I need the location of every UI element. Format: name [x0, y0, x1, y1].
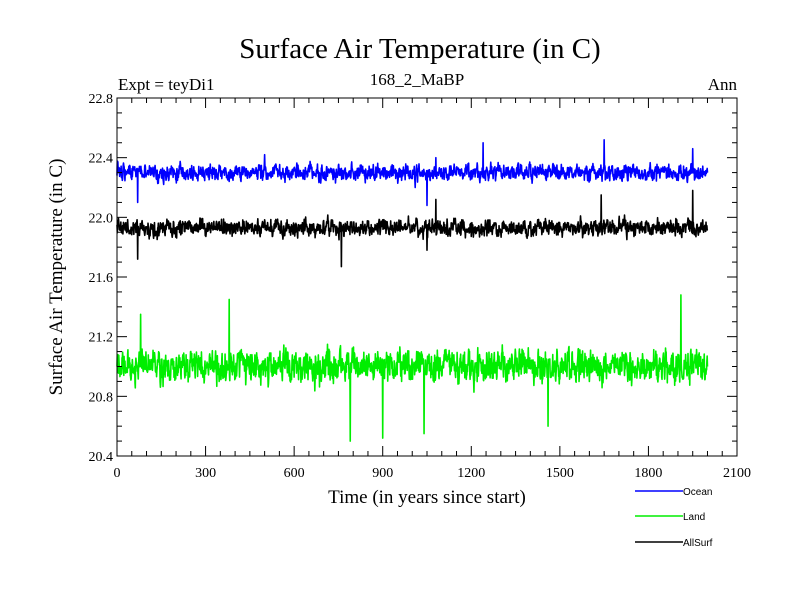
x-tick-label: 1200	[457, 466, 485, 481]
legend-label-ocean: Ocean	[683, 487, 712, 498]
x-tick-label: 1800	[634, 466, 662, 481]
y-tick-label: 21.2	[89, 331, 114, 346]
x-tick-label: 300	[195, 466, 216, 481]
legend-label-allsurf: AllSurf	[683, 538, 713, 549]
y-tick-label: 22.8	[89, 92, 114, 107]
y-tick-label: 22.0	[89, 211, 114, 226]
x-axis-title: Time (in years since start)	[328, 487, 526, 508]
chart-title: Surface Air Temperature (in C)	[239, 33, 600, 65]
series-layer	[116, 138, 709, 442]
x-tick-label: 0	[114, 466, 121, 481]
x-tick-label: 900	[372, 466, 393, 481]
x-tick-label: 1500	[546, 466, 574, 481]
y-tick-label: 20.8	[89, 390, 114, 405]
y-tick-label: 20.4	[89, 450, 114, 465]
legend: Ocean Land AllSurf	[635, 487, 713, 549]
y-tick-label: 22.4	[89, 152, 114, 167]
experiment-label: Expt = teyDi1	[118, 75, 214, 94]
x-tick-label: 2100	[723, 466, 751, 481]
series-line-allsurf	[116, 189, 709, 268]
x-tick-label: 600	[284, 466, 305, 481]
legend-label-land: Land	[683, 512, 705, 523]
y-axis-title: Surface Air Temperature (in C)	[46, 159, 67, 396]
series-line-land	[116, 294, 709, 442]
y-tick-label: 21.6	[89, 271, 114, 286]
ticks-layer: 0 300 600 900 1200 1500 1800 2100 20.4 20.8 21.2 21…	[89, 92, 752, 481]
season-label: Ann	[708, 75, 738, 94]
age-label: 168_2_MaBP	[370, 70, 464, 89]
series-line-ocean	[116, 138, 709, 207]
